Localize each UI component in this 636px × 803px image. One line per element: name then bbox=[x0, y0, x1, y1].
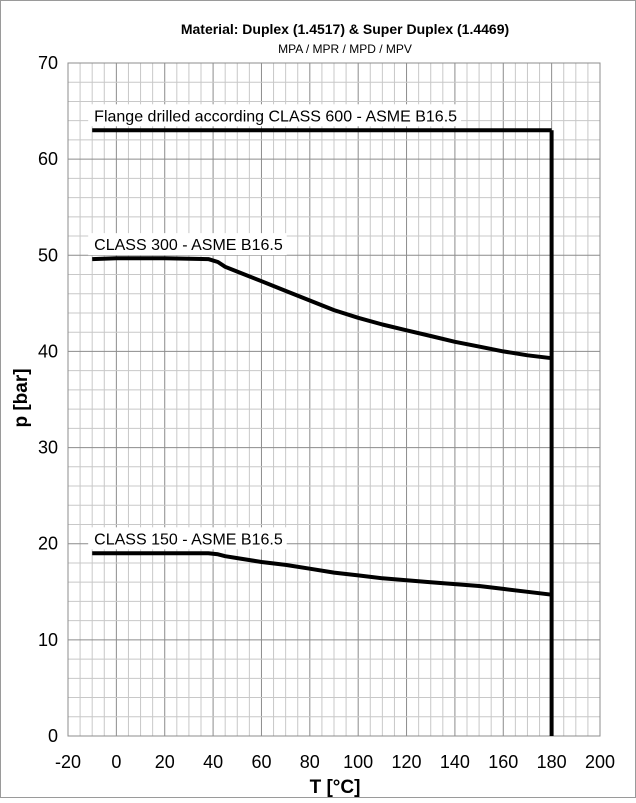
x-tick-label: 60 bbox=[251, 752, 271, 772]
x-tick-label: -20 bbox=[55, 752, 81, 772]
class-300-line bbox=[92, 256, 552, 361]
grid bbox=[67, 62, 601, 737]
x-tick-label: 0 bbox=[111, 752, 121, 772]
x-tick-label: 200 bbox=[585, 752, 615, 772]
series-label-background bbox=[88, 233, 287, 256]
x-tick-label: 180 bbox=[537, 752, 567, 772]
class-300-label: CLASS 300 - ASME B16.5 bbox=[94, 237, 283, 254]
series-lines bbox=[92, 128, 554, 736]
x-axis-title: T [°C] bbox=[310, 777, 361, 798]
x-tick-label: 40 bbox=[203, 752, 223, 772]
y-tick-label: 20 bbox=[38, 534, 58, 554]
x-tick-label: 100 bbox=[343, 752, 373, 772]
class-150-label: CLASS 150 - ASME B16.5 bbox=[94, 531, 283, 548]
y-tick-label: 10 bbox=[38, 630, 58, 650]
y-tick-label: 50 bbox=[38, 245, 58, 265]
y-tick-label: 60 bbox=[38, 149, 58, 169]
y-tick-labels: 0 10 20 30 40 50 60 70 bbox=[38, 53, 58, 746]
x-tick-label: 120 bbox=[392, 752, 422, 772]
y-tick-label: 40 bbox=[38, 341, 58, 361]
chart-subtitle: MPA / MPR / MPD / MPV bbox=[278, 42, 412, 56]
y-tick-label: 0 bbox=[48, 726, 58, 746]
class-600-label: Flange drilled according CLASS 600 - ASM… bbox=[94, 108, 457, 125]
x-tick-label: 160 bbox=[488, 752, 518, 772]
series-label-background bbox=[88, 527, 287, 550]
y-tick-label: 70 bbox=[38, 53, 58, 73]
class-150-line bbox=[92, 551, 552, 597]
x-tick-label: 20 bbox=[155, 752, 175, 772]
x-tick-label: 140 bbox=[440, 752, 470, 772]
x-tick-label: 80 bbox=[300, 752, 320, 772]
chart-title: Material: Duplex (1.4517) & Super Duplex… bbox=[181, 21, 509, 37]
series-label-background bbox=[88, 104, 462, 127]
x-tick-labels: -20 0 20 40 60 80 100 120 140 160 180 200 bbox=[55, 752, 615, 772]
series-labels: Flange drilled according CLASS 600 - ASM… bbox=[88, 104, 462, 550]
y-axis-title: p [bar] bbox=[11, 368, 32, 427]
plot-area-border bbox=[67, 62, 601, 737]
y-tick-label: 30 bbox=[38, 438, 58, 458]
